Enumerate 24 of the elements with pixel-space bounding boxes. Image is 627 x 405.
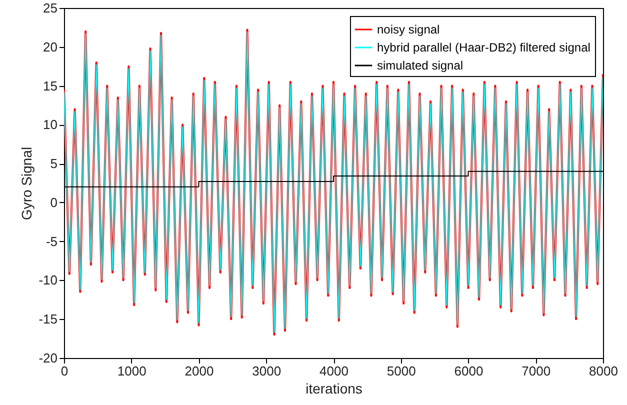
x-tick-label: 1000 <box>117 364 146 378</box>
x-tick-label: 2000 <box>184 364 214 378</box>
y-axis-title: Gyro Signal <box>18 146 35 220</box>
y-tick-label: -15 <box>38 312 58 327</box>
y-tick-label: 10 <box>43 117 58 132</box>
legend-label: hybrid parallel (Haar-DB2) filtered signal <box>377 40 590 54</box>
y-tick-label: -5 <box>46 234 58 249</box>
legend-label: simulated signal <box>377 58 464 72</box>
x-axis-title: iterations <box>306 380 362 396</box>
y-tick-label: 0 <box>50 194 58 210</box>
y-tick-label: 20 <box>43 39 58 54</box>
x-tick-label: 4000 <box>320 364 348 378</box>
x-tick-label: 0 <box>60 364 68 378</box>
x-tick-label: 5000 <box>386 364 416 378</box>
y-tick-label: -20 <box>38 350 58 366</box>
y-tick-label: 25 <box>43 0 58 16</box>
x-tick-label: 8000 <box>589 364 618 378</box>
x-tick-label: 7000 <box>522 364 551 378</box>
y-tick-label: -10 <box>38 272 58 288</box>
x-tick-label: 3000 <box>252 364 282 378</box>
y-tick-label: 15 <box>43 78 58 94</box>
legend-label: noisy signal <box>377 22 440 36</box>
y-tick-label: 5 <box>50 156 58 172</box>
x-tick-label: 6000 <box>454 364 484 378</box>
